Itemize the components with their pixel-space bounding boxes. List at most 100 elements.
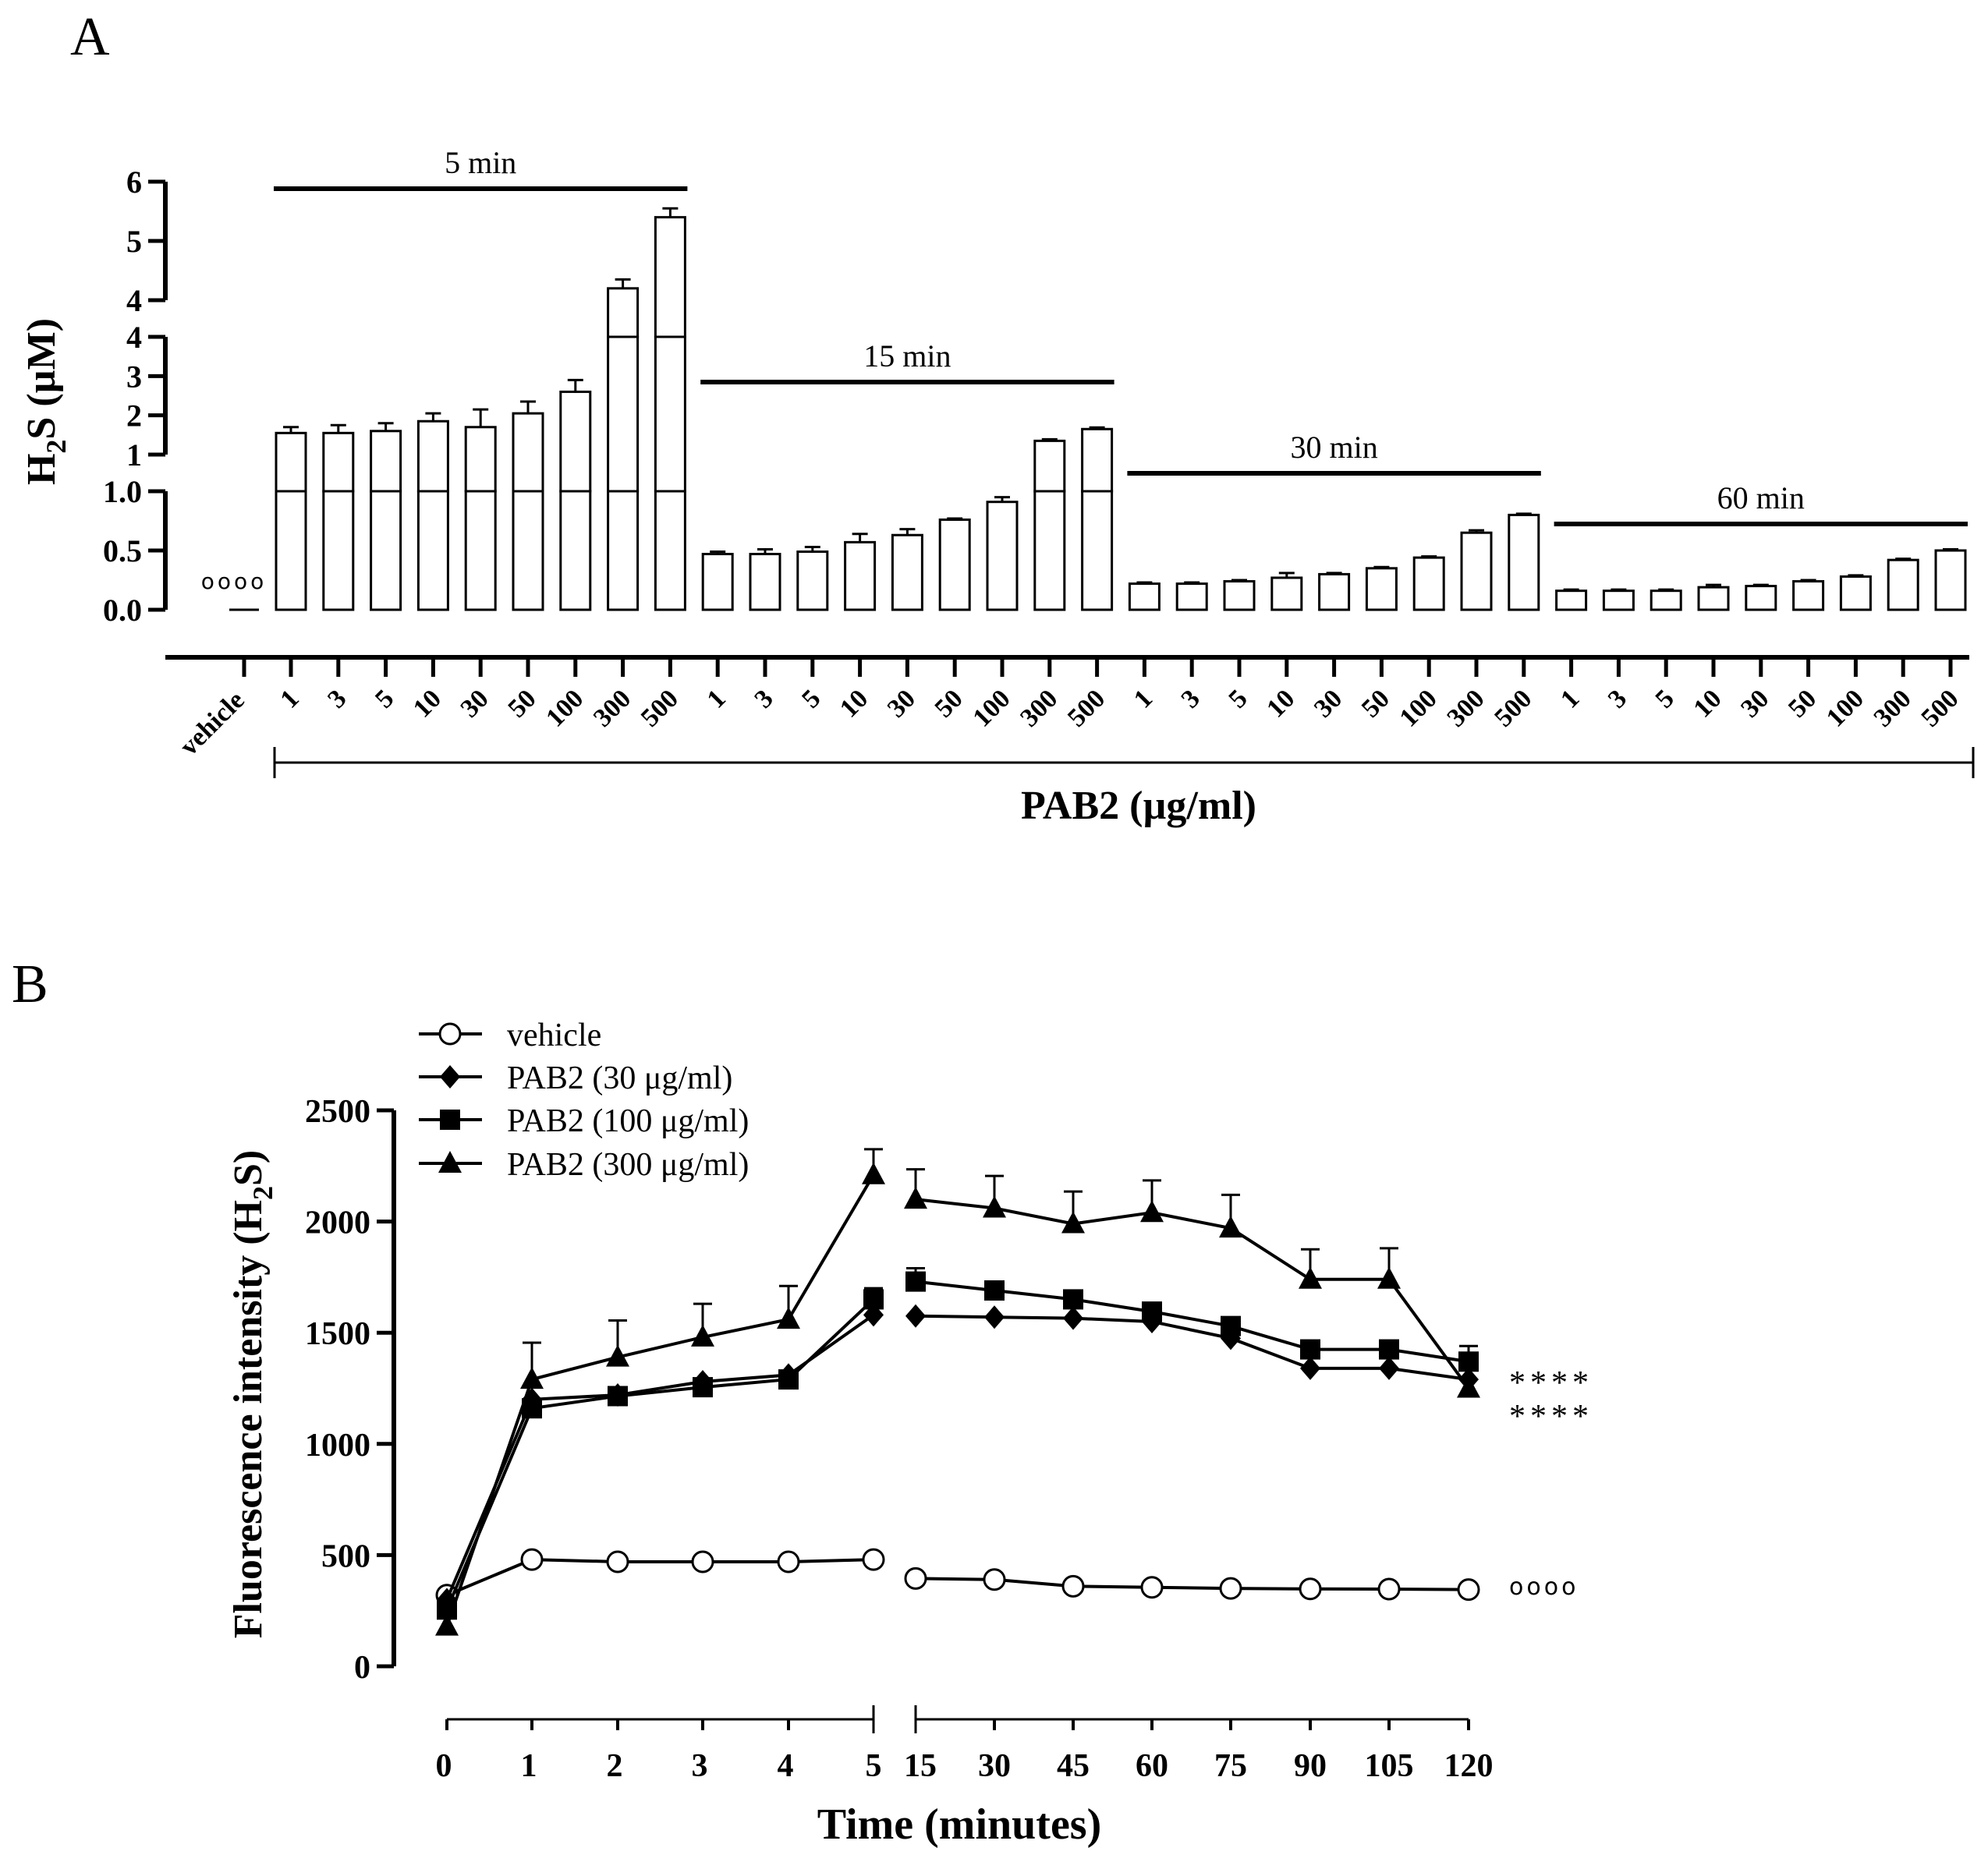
bar xyxy=(1270,576,1303,611)
time-window-label: 5 min xyxy=(445,145,516,180)
x-tick-label: 60 xyxy=(1136,1748,1168,1784)
y-tick-label: 6 xyxy=(126,165,142,200)
data-point xyxy=(778,1369,799,1390)
significance-stars: **** xyxy=(1509,1365,1593,1401)
vehicle-significance: oooo xyxy=(201,568,268,594)
y-tick-label: 2500 xyxy=(305,1094,370,1130)
x-tick-label: 0 xyxy=(436,1748,452,1784)
series-line xyxy=(915,1314,1469,1382)
data-point xyxy=(520,1548,544,1571)
bar xyxy=(370,430,402,493)
legend-label: vehicle xyxy=(507,1018,601,1053)
bar xyxy=(1792,580,1825,611)
bar xyxy=(986,501,1019,611)
data-point xyxy=(983,1195,1006,1218)
x-tick-label: 120 xyxy=(1444,1748,1494,1784)
bar xyxy=(1460,531,1493,611)
x-tick-label: 5 xyxy=(866,1748,882,1784)
bar xyxy=(607,287,640,338)
x-tick-label: 15 xyxy=(904,1748,937,1784)
bar xyxy=(938,518,971,611)
data-point xyxy=(1457,1375,1480,1398)
panel-a-y-axis-label: H2S (µM) xyxy=(19,318,72,485)
legend-marker xyxy=(438,1151,462,1173)
y-tick-label: 4 xyxy=(126,283,142,318)
bar xyxy=(654,216,686,338)
data-point xyxy=(606,1550,629,1573)
data-point xyxy=(1063,1289,1083,1310)
x-tick-label: 105 xyxy=(1365,1748,1414,1784)
data-point xyxy=(1140,1576,1164,1599)
x-tick-label: 2 xyxy=(607,1748,623,1784)
series-line xyxy=(446,1558,874,1597)
y-tick-label: 5 xyxy=(126,224,142,259)
bar xyxy=(1318,572,1351,611)
bar xyxy=(1745,585,1777,611)
data-point xyxy=(862,1162,885,1184)
data-point xyxy=(520,1367,544,1389)
bar xyxy=(322,490,355,611)
bar xyxy=(796,550,829,611)
bar xyxy=(370,490,402,611)
x-tick-label: 4 xyxy=(778,1748,794,1784)
data-point xyxy=(984,1305,1005,1329)
bar xyxy=(464,426,497,493)
data-point xyxy=(1379,1356,1399,1380)
bar xyxy=(1887,558,1919,611)
bar xyxy=(1033,490,1066,611)
bar xyxy=(1223,580,1256,611)
bar xyxy=(1508,513,1540,611)
data-point xyxy=(984,1280,1005,1301)
data-point xyxy=(1299,1577,1322,1601)
x-tick-label: 75 xyxy=(1214,1748,1247,1784)
y-tick-label: 3 xyxy=(126,359,142,394)
bar xyxy=(416,490,449,611)
legend-marker xyxy=(440,1065,460,1089)
data-point xyxy=(1221,1315,1241,1336)
data-point xyxy=(905,1271,926,1292)
data-point xyxy=(1457,1578,1480,1602)
significance-stars: **** xyxy=(1509,1399,1593,1435)
bar xyxy=(1365,567,1398,611)
data-point xyxy=(862,1548,885,1571)
data-point xyxy=(904,1566,927,1590)
y-tick-label: 1 xyxy=(126,437,142,473)
y-tick-label: 4 xyxy=(126,320,142,355)
panel-b-y-axis-label: Fluorescence intensity (H2S) xyxy=(226,1150,278,1639)
data-point xyxy=(1061,1574,1085,1598)
bar xyxy=(1555,589,1588,611)
bar xyxy=(749,553,781,611)
legend-label: PAB2 (30 μg/ml) xyxy=(507,1060,732,1096)
bar xyxy=(1934,549,1967,611)
series-0 xyxy=(435,1548,1480,1607)
data-point xyxy=(1458,1351,1479,1372)
panel-b-x-axis-label: Time (minutes) xyxy=(817,1800,1102,1849)
series-line xyxy=(915,1280,1469,1364)
legend-label: PAB2 (300 μg/ml) xyxy=(507,1147,749,1183)
bar xyxy=(322,431,355,493)
bar xyxy=(1650,589,1682,611)
data-point xyxy=(1140,1200,1164,1223)
bar xyxy=(512,490,544,611)
data-point xyxy=(1377,1266,1401,1289)
series-line xyxy=(915,1198,1470,1389)
y-tick-label: 0.0 xyxy=(103,593,142,628)
x-tick-label: 3 xyxy=(692,1748,708,1784)
data-point xyxy=(691,1324,714,1347)
y-tick-label: 1000 xyxy=(305,1428,370,1464)
bar xyxy=(654,335,686,493)
x-tick-label: 90 xyxy=(1294,1748,1327,1784)
bar xyxy=(275,490,307,611)
series-line xyxy=(915,1577,1469,1591)
data-point xyxy=(608,1386,628,1407)
bar xyxy=(1697,586,1730,611)
y-tick-label: 0.5 xyxy=(103,533,142,568)
significance-circles: oooo xyxy=(1509,1573,1579,1601)
bar xyxy=(559,490,592,611)
data-point xyxy=(1219,1577,1242,1600)
series-2 xyxy=(437,1266,1479,1620)
y-tick-label: 1500 xyxy=(305,1316,370,1352)
panel-a-x-axis-label: PAB2 (µg/ml) xyxy=(1021,784,1256,828)
bar xyxy=(844,540,877,611)
